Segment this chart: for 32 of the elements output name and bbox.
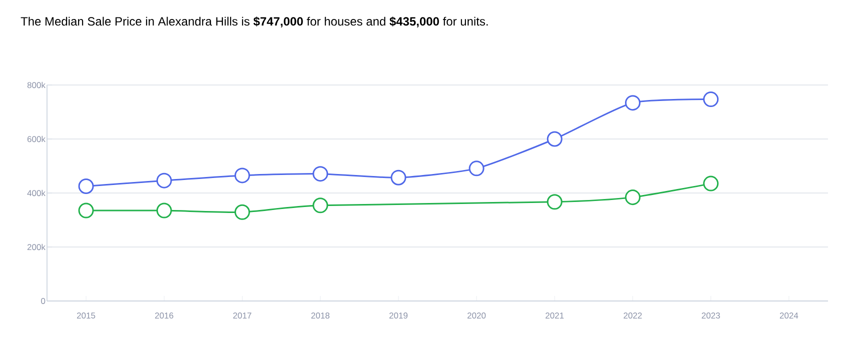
point: [703, 176, 719, 192]
point: [546, 194, 562, 210]
point: [156, 202, 172, 218]
x-tick-label: 2016: [155, 312, 174, 319]
point: [468, 160, 484, 176]
chart-title: The Median Sale Price in Alexandra Hills is $747,000 for houses and $435,000 for units.: [20, 16, 488, 28]
point: [156, 172, 172, 188]
point: [546, 131, 562, 147]
point: [703, 92, 719, 108]
x-tick-label: 2023: [702, 312, 720, 319]
x-tick-label: 2019: [389, 312, 408, 319]
x-tick-label: 2018: [311, 312, 330, 319]
x-tick-label: 2017: [233, 312, 252, 319]
x-tick-label: 2021: [546, 312, 564, 319]
y-tick-label: 200k: [27, 244, 46, 250]
point: [390, 170, 406, 186]
y-tick-label: 800k: [27, 82, 46, 88]
x-tick-label: 2020: [468, 312, 486, 319]
y-tick-label: 400k: [27, 190, 46, 196]
point: [625, 95, 640, 111]
x-tick-label: 2015: [77, 312, 96, 319]
x-tick-label: 2024: [780, 312, 798, 319]
point: [312, 198, 328, 214]
point: [78, 178, 94, 194]
point: [234, 204, 250, 220]
y-tick-label: 600k: [27, 136, 46, 142]
y-tick-label: 0: [41, 298, 46, 304]
point: [234, 168, 250, 184]
point: [78, 202, 94, 218]
point: [312, 166, 328, 182]
x-tick-label: 2022: [624, 312, 642, 319]
point: [625, 190, 640, 206]
